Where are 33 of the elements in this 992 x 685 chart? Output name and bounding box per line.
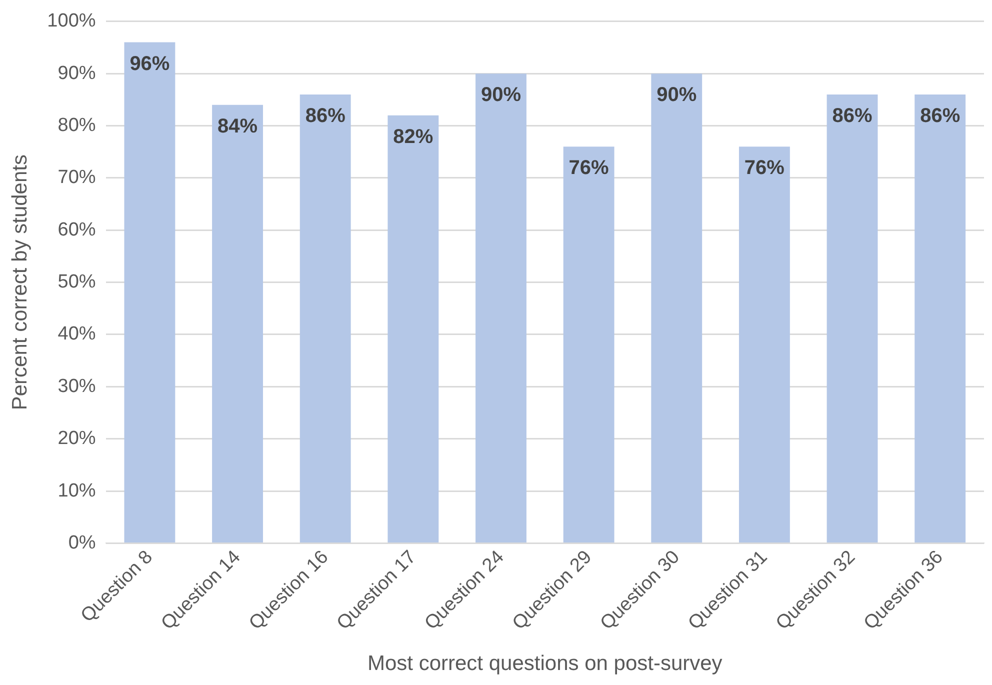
bar <box>300 94 351 542</box>
bar <box>651 74 702 542</box>
data-label: 90% <box>656 84 697 106</box>
y-tick-label: 60% <box>58 219 96 240</box>
y-tick-label: 70% <box>58 167 96 188</box>
y-tick-label: 10% <box>58 480 96 502</box>
data-label: 86% <box>305 104 346 127</box>
bar <box>124 42 176 542</box>
data-label: 86% <box>832 104 872 127</box>
data-label: 84% <box>218 115 258 138</box>
x-axis-title: Most correct questions on post-survey <box>367 652 723 676</box>
y-tick-label: 40% <box>58 324 96 345</box>
y-tick-label: 30% <box>58 376 96 397</box>
bar <box>388 115 439 542</box>
y-tick-label: 20% <box>58 428 96 450</box>
bar <box>563 146 614 542</box>
y-tick-label: 100% <box>47 10 96 32</box>
y-axis-title: Percent correct by students <box>8 154 32 410</box>
y-tick-label: 0% <box>68 532 96 554</box>
data-label: 96% <box>130 52 170 75</box>
bar <box>826 94 878 542</box>
y-tick-label: 80% <box>58 115 96 136</box>
data-label: 82% <box>393 126 434 148</box>
data-label: 76% <box>568 157 610 180</box>
y-tick-label: 50% <box>58 272 96 293</box>
bar <box>212 104 263 542</box>
bar <box>914 94 966 542</box>
data-label: 86% <box>920 104 960 127</box>
y-tick-label: 90% <box>58 62 96 84</box>
bar <box>738 146 790 542</box>
data-label: 90% <box>480 84 522 106</box>
data-label: 76% <box>744 157 785 180</box>
bar <box>476 74 526 542</box>
